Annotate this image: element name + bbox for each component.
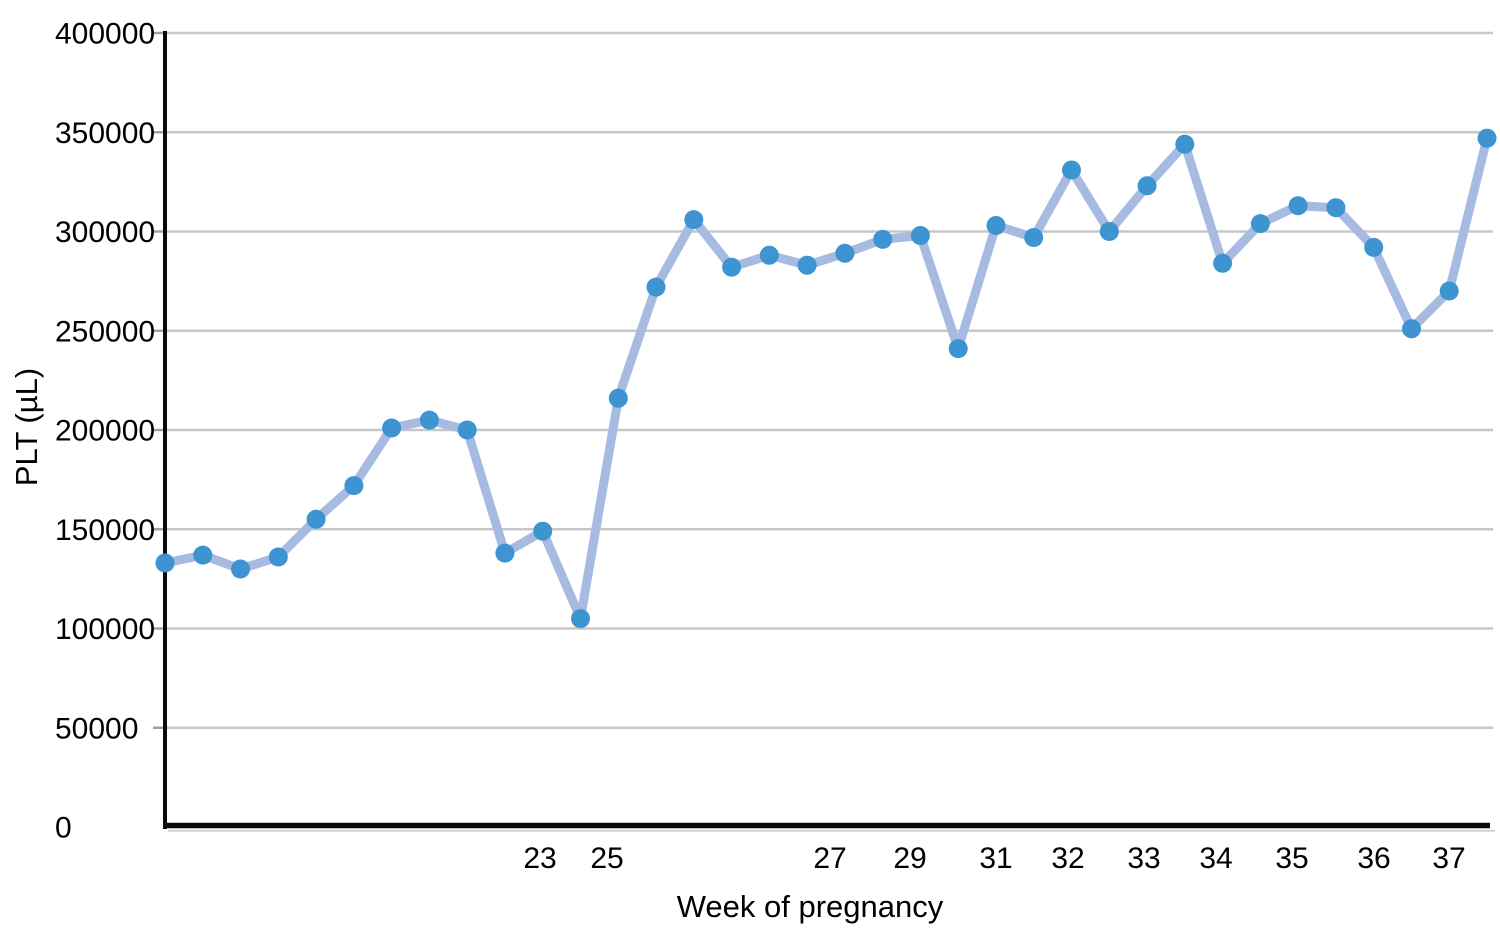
data-point (1402, 319, 1421, 339)
data-point (193, 545, 213, 565)
data-point (608, 388, 628, 408)
data-point (797, 255, 817, 275)
y-tick-label: 350000 (55, 117, 155, 150)
x-tick-label: 32 (1051, 842, 1084, 875)
data-point (533, 521, 553, 541)
axis-lines (163, 31, 1495, 832)
series-line-group (160, 133, 1492, 624)
y-tick-label: 150000 (55, 514, 155, 547)
data-point (1477, 128, 1497, 148)
y-tick-label: 100000 (55, 613, 155, 646)
data-point (986, 216, 1006, 235)
x-tick-label: 36 (1357, 842, 1390, 875)
x-axis-labels: 23 25 27 29 31 32 33 34 35 36 37 (523, 842, 1465, 875)
data-point (684, 210, 704, 230)
x-tick-label: 35 (1275, 842, 1308, 875)
data-point (948, 339, 968, 359)
data-point (759, 245, 779, 265)
data-point (873, 229, 893, 249)
y-tick-label: 300000 (55, 216, 155, 249)
data-point (910, 226, 930, 245)
data-point (382, 418, 402, 438)
x-axis-title: Week of pregnancy (677, 889, 944, 924)
x-tick-label: 23 (523, 842, 556, 875)
data-point (1326, 198, 1346, 218)
x-tick-label: 37 (1432, 842, 1465, 875)
data-point (419, 410, 439, 430)
data-point (231, 559, 250, 579)
data-point (722, 257, 742, 277)
x-tick-label: 29 (893, 842, 926, 875)
data-point (1062, 160, 1081, 180)
y-axis-title: PLT (µL) (9, 368, 44, 486)
data-point (268, 547, 288, 567)
x-tick-label: 25 (590, 842, 623, 875)
data-point (457, 420, 477, 440)
data-point (1213, 253, 1233, 273)
data-point (1250, 214, 1270, 234)
data-point (1137, 176, 1157, 196)
data-point (1175, 134, 1195, 154)
y-tick-label: 250000 (55, 315, 155, 348)
y-axis-labels: 0 50000 100000 150000 200000 250000 300000 3500… (55, 18, 155, 845)
y-tick-label: 200000 (55, 415, 155, 448)
x-tick-label: 27 (813, 842, 846, 875)
data-point (495, 543, 515, 563)
data-point (155, 553, 175, 573)
data-point (835, 243, 855, 263)
x-tick-label: 33 (1127, 842, 1160, 875)
data-point (1024, 228, 1044, 247)
y-tick-label: 400000 (55, 18, 155, 51)
data-point (1099, 222, 1119, 241)
y-tick-label: 0 (55, 812, 72, 845)
data-point (1439, 281, 1459, 301)
data-point (344, 476, 364, 496)
x-tick-label: 34 (1199, 842, 1232, 875)
data-point-markers (155, 128, 1497, 629)
series-line (160, 133, 1492, 624)
y-tick-label: 50000 (55, 712, 138, 745)
data-point (1288, 196, 1308, 216)
data-point (571, 609, 590, 629)
x-tick-label: 31 (979, 842, 1012, 875)
gridlines (165, 31, 1493, 730)
data-point (1364, 237, 1384, 257)
data-point (646, 277, 666, 297)
data-point (306, 509, 326, 529)
